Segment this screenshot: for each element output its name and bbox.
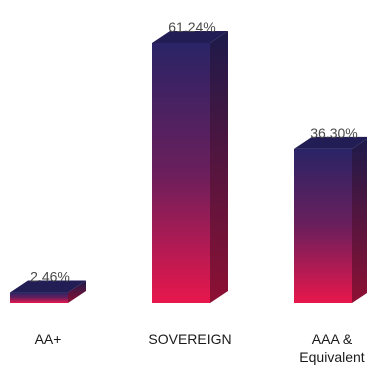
bar-front-face <box>10 292 68 303</box>
bar-3 <box>294 136 367 303</box>
bar-1 <box>10 280 86 303</box>
bar-front-face <box>152 43 210 303</box>
bar-top-face <box>152 31 228 43</box>
labels-layer: 2.46% AA+ 61.24% SOVEREIGN 36.30% AAA & Equiva… <box>30 19 365 365</box>
data-label-3: 36.30% <box>310 125 357 141</box>
bar-top-face <box>294 136 367 149</box>
bar-side-face <box>210 31 228 303</box>
bars-layer <box>10 31 367 303</box>
category-label-2: SOVEREIGN <box>148 331 231 347</box>
bar-top-face <box>10 280 86 293</box>
bar-front-face <box>294 148 352 303</box>
bar-side-face <box>352 138 367 303</box>
bar-2 <box>152 31 228 303</box>
data-label-2: 61.24% <box>168 19 215 35</box>
data-label-1: 2.46% <box>30 269 70 285</box>
category-label-1: AA+ <box>35 331 62 347</box>
bar-side-face <box>68 280 86 303</box>
category-label-3: AAA & Equivalent <box>299 331 364 365</box>
